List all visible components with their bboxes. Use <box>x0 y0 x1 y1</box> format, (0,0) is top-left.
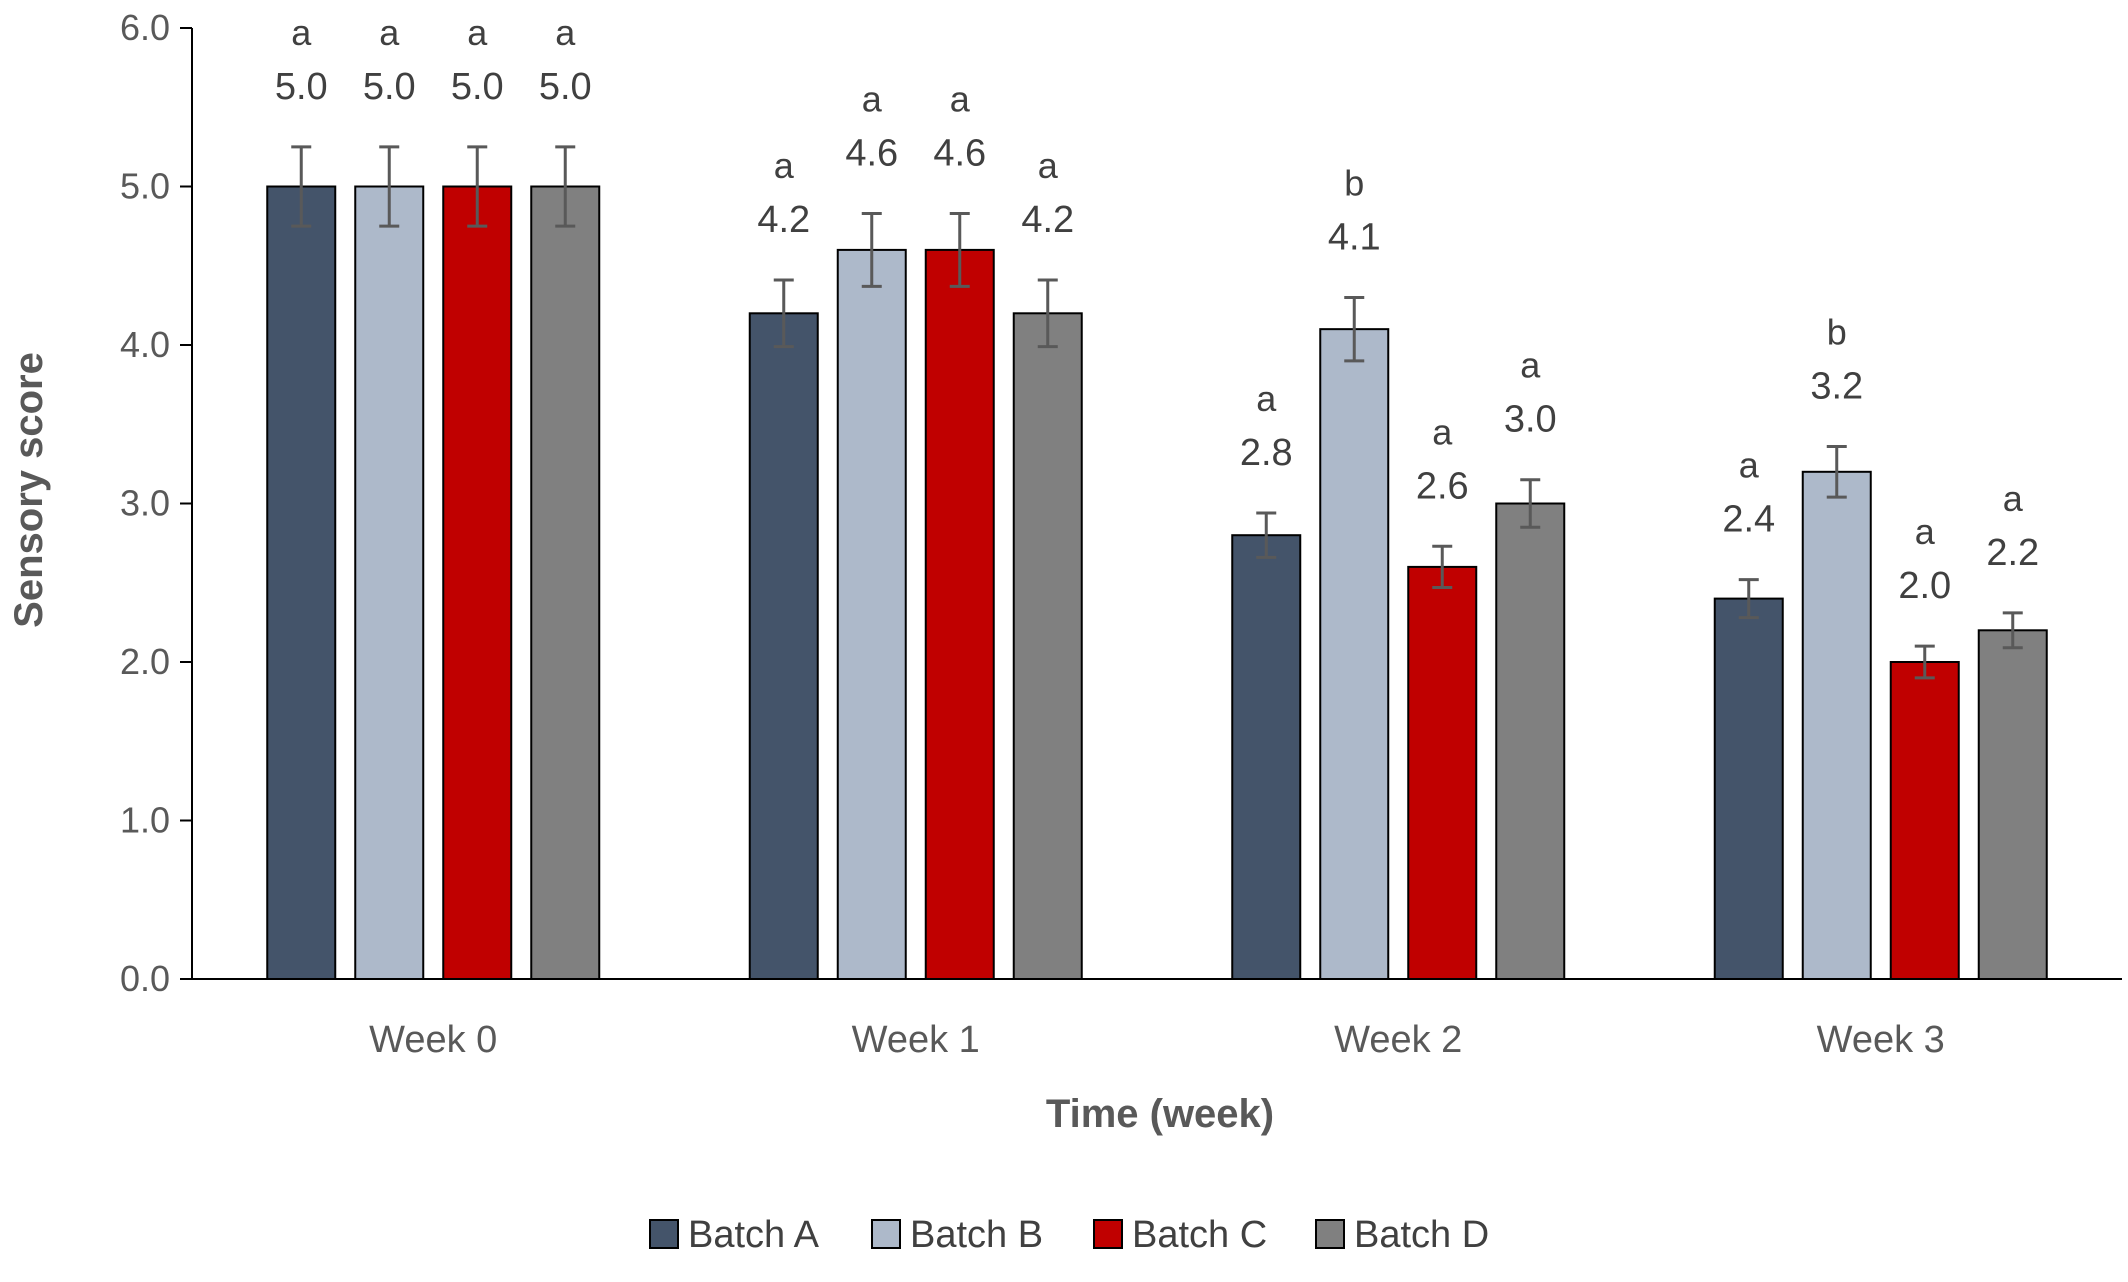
significance-label: a <box>862 78 883 119</box>
significance-label: a <box>1432 411 1453 452</box>
bar <box>530 185 601 980</box>
axes: 0.0 1.0 2.0 3.0 4.0 5.0 6.0 Week 0 Week 1 Week 2 W… <box>120 7 2122 1061</box>
data-labels: 5.0 a 5.0 a 5.0 a 5.0 a 4.2 a 4.6 a 4.6 a 4.2 a 2.8 a 4.1 b… <box>275 12 2039 607</box>
value-label: 5.0 <box>539 66 592 108</box>
bar <box>1495 502 1566 980</box>
significance-label: a <box>2003 478 2024 519</box>
significance-label: a <box>1915 511 1936 552</box>
significance-label: a <box>1739 445 1760 486</box>
bar <box>1012 312 1083 980</box>
significance-label: a <box>950 78 971 119</box>
legend-label: Batch D <box>1354 1214 1489 1256</box>
bar <box>924 248 995 980</box>
bar <box>1231 534 1302 980</box>
value-label: 4.6 <box>933 132 986 174</box>
value-label: 2.0 <box>1898 565 1951 607</box>
value-label: 2.8 <box>1240 432 1293 474</box>
y-axis-title: Sensory score <box>7 352 51 628</box>
significance-label: a <box>1256 378 1277 419</box>
y-tick-label: 0.0 <box>120 958 170 999</box>
y-tick-label: 4.0 <box>120 324 170 365</box>
value-label: 4.6 <box>845 132 898 174</box>
y-tick-label: 1.0 <box>120 800 170 841</box>
value-label: 5.0 <box>275 66 328 108</box>
x-axis-title: Time (week) <box>1046 1092 1274 1136</box>
value-label: 2.6 <box>1416 465 1469 507</box>
bar <box>1407 565 1478 981</box>
bar <box>442 185 513 980</box>
x-tick-label: Week 2 <box>1334 1019 1462 1061</box>
y-tick-label: 3.0 <box>120 483 170 524</box>
x-tick-label: Week 1 <box>852 1019 980 1061</box>
legend-swatch <box>1093 1219 1123 1249</box>
value-label: 3.2 <box>1810 365 1863 407</box>
legend-label: Batch B <box>910 1214 1043 1256</box>
significance-label: a <box>379 12 400 53</box>
y-tick-label: 6.0 <box>120 7 170 48</box>
value-label: 2.4 <box>1722 499 1775 541</box>
significance-label: a <box>774 145 795 186</box>
bar <box>1977 629 2048 980</box>
bar <box>836 248 907 980</box>
bar <box>266 185 337 980</box>
value-label: 4.2 <box>757 199 810 241</box>
significance-label: a <box>1038 145 1059 186</box>
value-label: 2.2 <box>1986 532 2039 574</box>
significance-label: a <box>291 12 312 53</box>
significance-label: a <box>1520 345 1541 386</box>
value-label: 3.0 <box>1504 399 1557 441</box>
bar <box>1889 661 1960 980</box>
legend-swatch <box>871 1219 901 1249</box>
x-tick-label: Week 3 <box>1817 1019 1945 1061</box>
x-tick-label: Week 0 <box>369 1019 497 1061</box>
bar <box>354 185 425 980</box>
significance-label: a <box>467 12 488 53</box>
legend-label: Batch C <box>1132 1214 1267 1256</box>
value-label: 4.1 <box>1328 216 1381 258</box>
significance-label: b <box>1344 162 1364 203</box>
significance-label: a <box>555 12 576 53</box>
y-tick-label: 2.0 <box>120 641 170 682</box>
bars <box>266 145 2048 981</box>
value-label: 5.0 <box>363 66 416 108</box>
significance-label: b <box>1827 311 1847 352</box>
legend-swatch <box>649 1219 679 1249</box>
bar <box>1319 328 1390 980</box>
bar <box>748 312 819 980</box>
legend: Batch A Batch B Batch C Batch D <box>649 1214 1489 1256</box>
legend-label: Batch A <box>688 1214 820 1256</box>
value-label: 4.2 <box>1021 199 1074 241</box>
value-label: 5.0 <box>451 66 504 108</box>
bar <box>1801 470 1872 980</box>
bar <box>1713 597 1784 980</box>
legend-swatch <box>1315 1219 1345 1249</box>
y-tick-label: 5.0 <box>120 166 170 207</box>
